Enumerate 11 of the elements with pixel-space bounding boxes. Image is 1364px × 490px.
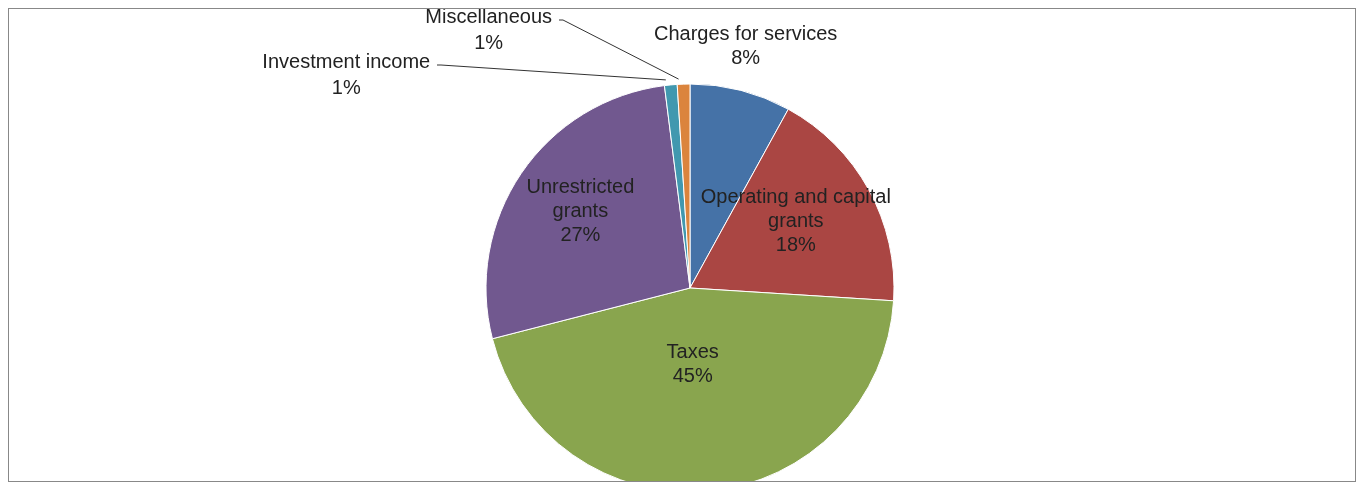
data-label: 1% [331, 76, 361, 99]
slice-label: Charges for services [653, 21, 838, 44]
data-label: 18% [775, 233, 817, 256]
slice-label: Miscellaneous [425, 5, 553, 28]
slice-label: Unrestricted grants [526, 175, 635, 222]
data-label: 1% [474, 31, 504, 54]
data-label: 27% [560, 223, 601, 246]
slice-label: Investment income [262, 50, 431, 73]
data-label: 8% [731, 45, 761, 68]
data-label: 45% [672, 363, 713, 386]
slice-label: Taxes [666, 339, 719, 362]
